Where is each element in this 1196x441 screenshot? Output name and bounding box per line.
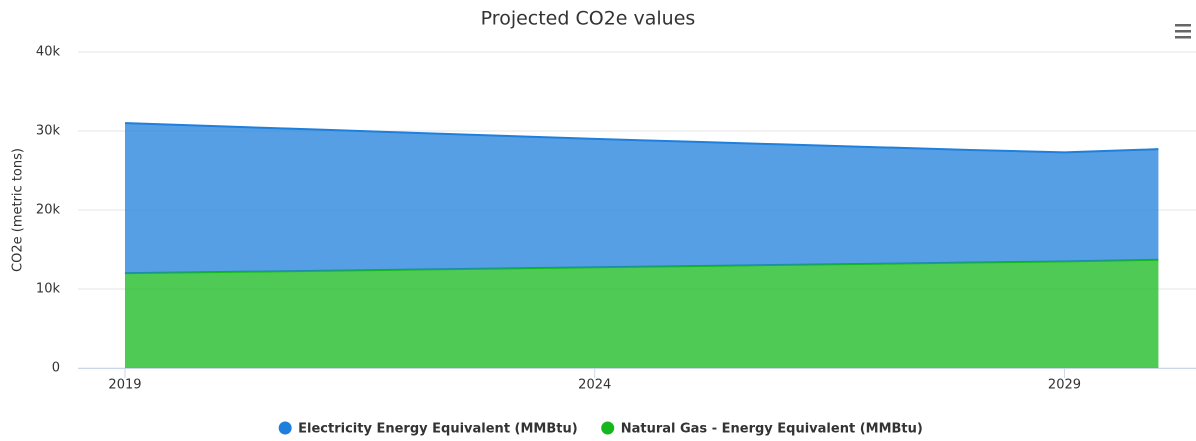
- legend: Electricity Energy Equivalent (MMBtu) Nat…: [278, 421, 923, 437]
- legend-label: Natural Gas - Energy Equivalent (MMBtu): [621, 422, 923, 437]
- y-tick-label: 40k: [36, 45, 61, 60]
- area-line: [124, 122, 1159, 154]
- x-tick-label: 2019: [108, 378, 141, 393]
- legend-item[interactable]: Electricity Energy Equivalent (MMBtu): [278, 421, 578, 437]
- menu-icon[interactable]: [1175, 24, 1191, 39]
- legend-label: Electricity Energy Equivalent (MMBtu): [298, 422, 578, 437]
- y-tick-label: 0: [52, 361, 60, 376]
- x-tick-label: 2029: [1048, 378, 1081, 393]
- legend-item[interactable]: Natural Gas - Energy Equivalent (MMBtu): [601, 421, 923, 437]
- area: [124, 123, 1159, 274]
- y-tick-label: 30k: [36, 124, 61, 139]
- y-tick-label: 20k: [36, 203, 61, 218]
- x-tick-label: 2024: [578, 378, 611, 393]
- y-axis-title: CO2e (metric tons): [11, 148, 26, 272]
- area: [124, 259, 1159, 368]
- legend-marker: [601, 421, 615, 435]
- y-tick-label: 10k: [36, 282, 61, 297]
- chart-title: Projected CO2e values: [481, 8, 696, 30]
- legend-marker: [278, 421, 292, 435]
